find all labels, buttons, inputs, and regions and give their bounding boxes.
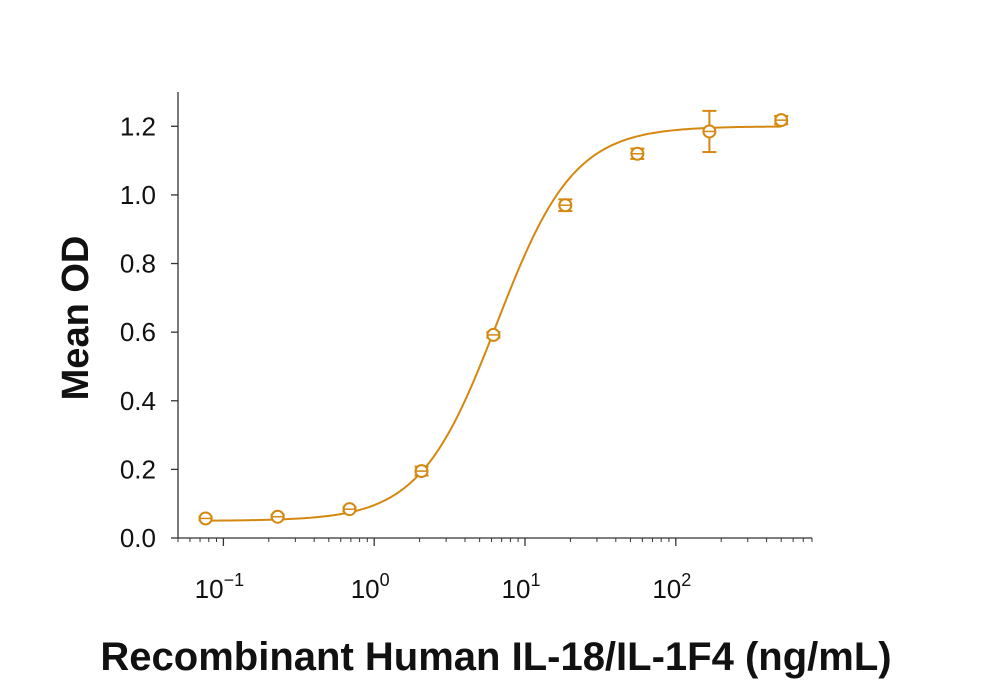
x-tick-exponent: −1 xyxy=(224,570,245,590)
x-tick-exponent: 1 xyxy=(530,570,540,590)
data-point xyxy=(486,327,501,342)
y-axis-title: Mean OD xyxy=(55,236,97,401)
y-tick-label: 0.8 xyxy=(120,249,156,279)
x-tick-label: 101 xyxy=(502,570,541,604)
data-point xyxy=(342,502,357,517)
y-tick-label: 0.4 xyxy=(120,386,156,416)
y-tick-label: 1.0 xyxy=(120,180,156,210)
data-point xyxy=(270,509,285,524)
fit-curve xyxy=(205,125,782,522)
x-tick-label: 100 xyxy=(351,570,390,604)
data-point xyxy=(414,464,429,479)
data-point xyxy=(198,511,213,526)
fit-curve-layer xyxy=(205,125,782,522)
data-points-layer xyxy=(198,109,789,526)
y-tick-label: 0.0 xyxy=(120,523,156,553)
data-point xyxy=(774,113,789,128)
x-axis-title: Recombinant Human IL-18/IL-1F4 (ng/mL) xyxy=(100,635,891,679)
y-tick-label: 0.6 xyxy=(120,317,156,347)
x-tick-label: 10−1 xyxy=(195,570,244,604)
data-point xyxy=(702,109,717,154)
x-tick-label: 102 xyxy=(652,570,691,604)
data-point xyxy=(630,146,645,161)
axes xyxy=(177,92,812,539)
axis-ticks: 0.00.20.40.60.81.01.210−1 100 101 102 xyxy=(120,111,813,604)
x-tick-exponent: 2 xyxy=(681,570,691,590)
y-tick-label: 0.2 xyxy=(120,454,156,484)
data-point xyxy=(558,198,573,213)
x-tick-exponent: 0 xyxy=(380,570,390,590)
y-tick-label: 1.2 xyxy=(120,111,156,141)
